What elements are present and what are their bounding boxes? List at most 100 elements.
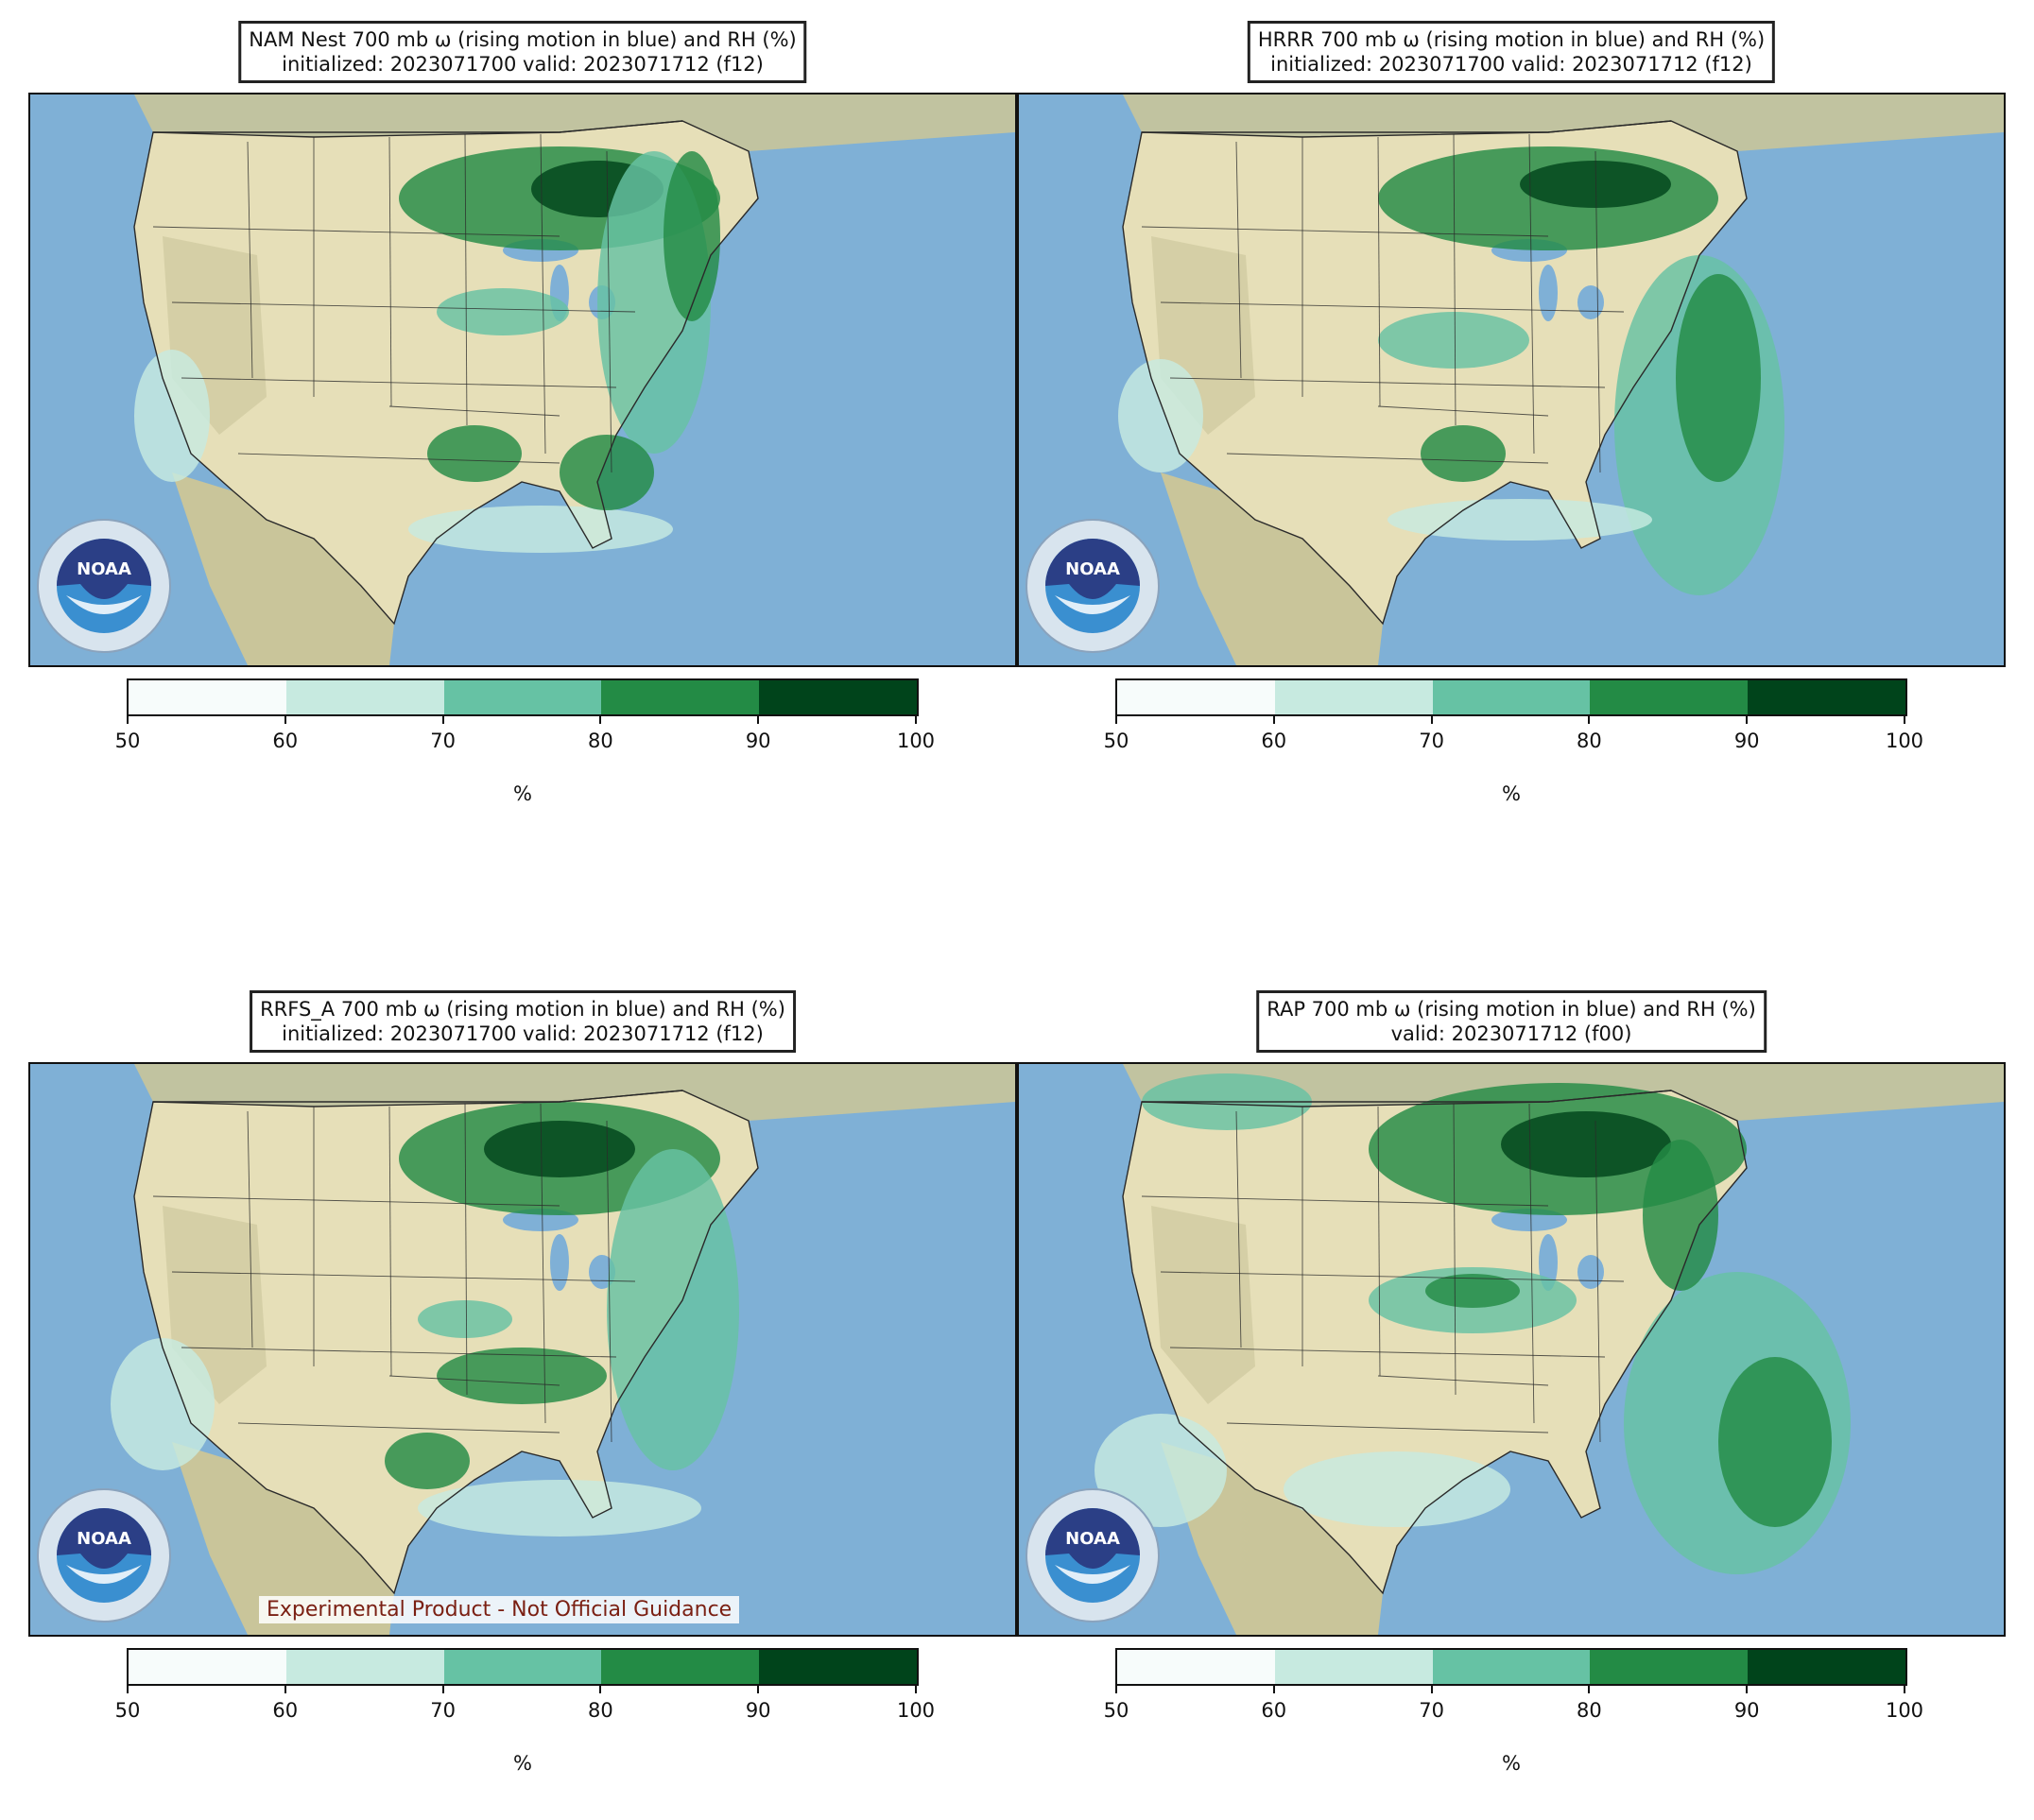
colorbar-tick-label: 60 — [272, 730, 299, 752]
state-border — [1141, 226, 1549, 237]
rh-shading — [418, 1480, 701, 1537]
rh-shading — [1284, 1451, 1510, 1527]
state-border — [181, 1347, 617, 1358]
colorbar — [1115, 1648, 1907, 1686]
panel-rrfs-a: RRFS_A 700 mb ω (rising motion in blue) … — [28, 970, 1017, 1820]
colorbar-tick-label: 80 — [1577, 1699, 1602, 1722]
map-canvas: NOAA — [1019, 1064, 2004, 1635]
colorbar-tick-mark — [1430, 1686, 1433, 1693]
coastline — [1122, 1090, 1748, 1595]
colorbar-tick-mark — [284, 716, 286, 724]
colorbar-tick-label: 90 — [745, 730, 771, 752]
colorbar-segment — [1274, 1650, 1433, 1684]
noaa-logo-gull — [1055, 1565, 1130, 1584]
colorbar-segment — [1590, 1650, 1749, 1684]
state-border — [1528, 1103, 1535, 1424]
state-border — [1160, 301, 1625, 313]
rh-shading — [1676, 274, 1761, 482]
state-border — [1160, 1271, 1625, 1282]
colorbar-tick-label: 50 — [1103, 1699, 1129, 1722]
state-border — [237, 453, 560, 464]
colorbar-segment — [1748, 1650, 1905, 1684]
panel-hrrr: HRRR 700 mb ω (rising motion in blue) an… — [1017, 0, 2006, 850]
colorbar-unit-label: % — [1502, 1752, 1521, 1775]
noaa-logo: NOAA — [37, 519, 171, 653]
colorbar — [127, 1648, 919, 1686]
colorbar-segment — [1274, 680, 1433, 714]
title-line-1: RRFS_A 700 mb ω (rising motion in blue) … — [260, 998, 785, 1021]
colorbar-tick-mark — [1272, 716, 1275, 724]
us-canada-border — [153, 1090, 683, 1103]
colorbar-tick-mark — [1904, 1686, 1905, 1693]
colorbar-segment — [1432, 1650, 1591, 1684]
rh-shading — [1378, 312, 1529, 369]
map-canvas: NOAA — [30, 1064, 1015, 1635]
mexico-land — [1161, 472, 1383, 665]
state-border — [606, 1120, 612, 1443]
mexico-land — [172, 1442, 394, 1635]
colorbar-tick-mark — [599, 716, 602, 724]
colorbar-tick-mark — [1115, 1686, 1117, 1693]
colorbar-segment — [129, 680, 286, 714]
colorbar-tick-mark — [127, 1686, 129, 1693]
colorbar-tick-mark — [441, 1686, 444, 1693]
state-border — [1169, 377, 1606, 388]
colorbar-tick-label: 80 — [588, 730, 613, 752]
colorbar-tick-label: 70 — [430, 730, 456, 752]
conus-land — [1123, 1090, 1747, 1593]
canada-land — [125, 1064, 1015, 1121]
colorbar-segment — [443, 1650, 602, 1684]
coastline — [133, 120, 759, 626]
state-border — [237, 1422, 560, 1434]
rh-shading — [418, 1300, 512, 1338]
title-line-1: HRRR 700 mb ω (rising motion in blue) an… — [1257, 28, 1766, 51]
lake-huron — [1577, 285, 1604, 319]
map: NOAA — [1017, 93, 2006, 667]
colorbar-segment — [1117, 1650, 1275, 1684]
colorbar-tick-label: 70 — [1419, 1699, 1444, 1722]
colorbar — [127, 678, 919, 716]
state-border — [1141, 1195, 1549, 1207]
state-border — [171, 301, 636, 313]
rh-shading — [1501, 1111, 1671, 1177]
state-border — [388, 1375, 560, 1386]
colorbar-tick-mark — [915, 716, 917, 724]
colorbar-tick-mark — [1588, 716, 1591, 724]
colorbar-tick-label: 100 — [896, 1699, 936, 1722]
rh-shading — [1388, 499, 1652, 541]
title-line-1: RAP 700 mb ω (rising motion in blue) and… — [1267, 998, 1756, 1021]
colorbar-tick-mark — [1588, 1686, 1591, 1693]
colorbar-tick-mark — [1746, 1686, 1749, 1693]
rh-shading — [385, 1433, 470, 1489]
colorbar-tick-mark — [1746, 716, 1749, 724]
colorbar-tick-label: 80 — [588, 1699, 613, 1722]
noaa-logo-gull — [66, 595, 142, 614]
colorbar-tick-mark — [127, 716, 129, 724]
colorbar-tick-label: 100 — [1885, 730, 1924, 752]
rh-shading — [437, 1348, 607, 1404]
noaa-logo: NOAA — [1026, 519, 1160, 653]
colorbar-tick-mark — [1430, 716, 1433, 724]
map: NOAA Experimental Product - Not Official… — [28, 1062, 1017, 1637]
colorbar-tick-label: 90 — [1733, 1699, 1760, 1722]
colorbar-tick-label: 90 — [1733, 730, 1760, 752]
state-border — [1235, 141, 1242, 379]
colorbar-tick-mark — [757, 1686, 760, 1693]
title-line-1: NAM Nest 700 mb ω (rising motion in blue… — [249, 28, 797, 51]
state-border — [540, 133, 546, 455]
noaa-logo-sky — [57, 539, 151, 599]
rh-shading — [1118, 359, 1203, 472]
colorbar-tick-mark — [1272, 1686, 1275, 1693]
colorbar-tick-mark — [1904, 716, 1905, 724]
title-line-2: initialized: 2023071700 valid: 202307171… — [282, 1022, 764, 1045]
rh-shading — [1425, 1274, 1520, 1308]
rh-shading — [111, 1338, 215, 1470]
state-border — [247, 141, 253, 379]
noaa-logo-sky — [1045, 1508, 1140, 1569]
canada-land — [1113, 94, 2004, 151]
colorbar-tick-label: 60 — [272, 1699, 299, 1722]
colorbar-segment — [285, 680, 444, 714]
state-border — [388, 136, 392, 407]
colorbar-ticks: 50 60 70 80 90 100 — [1104, 716, 1923, 754]
state-border — [1453, 133, 1457, 426]
